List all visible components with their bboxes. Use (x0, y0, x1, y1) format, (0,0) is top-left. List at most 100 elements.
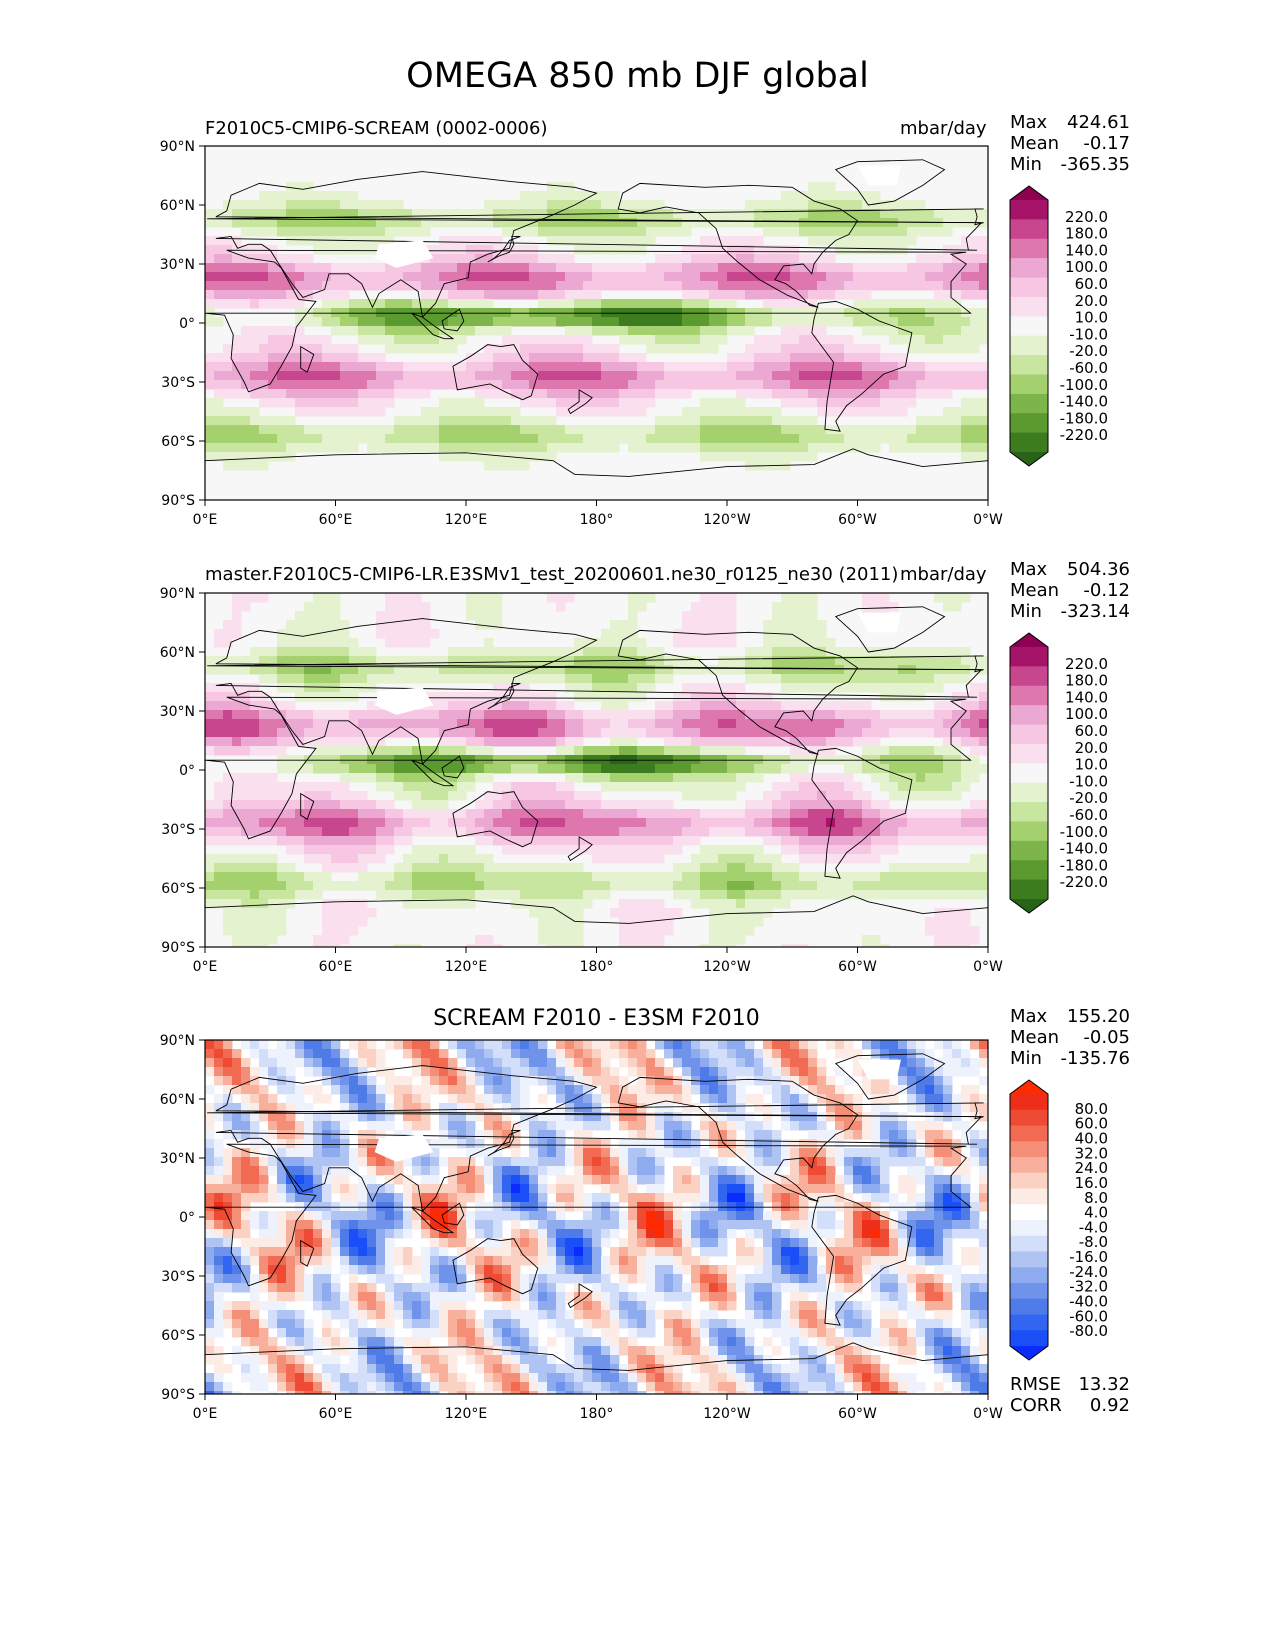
lon-tick-label: 120°E (445, 512, 488, 528)
panel3-max-label: Max (1010, 1006, 1048, 1027)
lat-tick-label: 90°N (160, 139, 195, 155)
colorbar-segment (1010, 393, 1048, 414)
lon-tick-label: 120°E (445, 1406, 488, 1422)
coastline (300, 1239, 315, 1267)
coastline (834, 159, 946, 206)
colorbar-tick-label: -32.0 (1069, 1278, 1108, 1296)
colorbar-tick-label: 60.0 (1075, 1115, 1108, 1133)
map-panel-2: 90°N 60°N 30°N 0° 30°S 60°S 90°S 0°E 60°E 120°E 18… (160, 586, 1003, 975)
lon-tick-label: 60°E (319, 512, 353, 528)
panel2-min-value: -323.14 (1060, 601, 1130, 622)
panel3-mean-value: -0.05 (1083, 1027, 1130, 1048)
field-contours (205, 593, 988, 947)
colorbar-tick-label: 10.0 (1075, 309, 1108, 327)
colorbar-segment (1010, 1188, 1048, 1205)
lat-tick-label: 0° (179, 316, 195, 332)
colorbar-segment (1010, 802, 1048, 822)
panel3-corr-value: 0.92 (1089, 1395, 1130, 1416)
colorbar-segment (1010, 355, 1048, 375)
colorbar-tick-label: 60.0 (1075, 275, 1108, 293)
colorbar-tick-label: 40.0 (1075, 1129, 1108, 1147)
colorbar-tick-label: -60.0 (1069, 1307, 1108, 1325)
panel3-min-label: Min (1010, 1048, 1042, 1069)
panel2-mean-value: -0.12 (1083, 580, 1130, 601)
lat-tick-label: 60°N (160, 645, 195, 661)
lat-tick-label: 90°S (161, 493, 195, 509)
coastline (617, 629, 859, 755)
colorbar-tick-label: -220.0 (1060, 426, 1108, 444)
missing-data (374, 687, 434, 715)
lat-tick-label: 90°S (161, 1387, 195, 1403)
colorbar-segment (1010, 413, 1048, 434)
coastline (411, 1206, 455, 1234)
coastlines (205, 159, 988, 500)
panel2-max-value: 504.36 (1067, 559, 1130, 580)
map-panel-3: 90°N 60°N 30°N 0° 30°S 60°S 90°S 0°E 60°E 120°E 18… (160, 1033, 1003, 1422)
colorbar-extend-min (1010, 452, 1048, 466)
colorbar-tick-label: 180.0 (1065, 672, 1108, 690)
coastline (567, 836, 593, 862)
lat-tick-label: 90°S (161, 940, 195, 956)
map-panel-1: 90°N 60°N 30°N 0° 30°S 60°S 90°S 0°E 60°E 120°E 18… (160, 139, 1003, 528)
lat-tick-label: 30°S (161, 822, 195, 838)
coastline (215, 618, 983, 766)
colorbar-tick-label: 220.0 (1065, 655, 1108, 673)
panel1-min-label: Min (1010, 154, 1042, 175)
coastline (207, 1102, 984, 1120)
coastline (487, 236, 521, 263)
lat-tick-label: 60°N (160, 198, 195, 214)
coastline (567, 1283, 593, 1309)
coastline (215, 1065, 983, 1213)
colorbar-tick-label: -4.0 (1079, 1218, 1108, 1236)
colorbar-segment (1010, 1125, 1048, 1142)
colorbar-segment (1010, 238, 1048, 259)
colorbar-segment (1010, 1298, 1048, 1315)
coastlines (205, 606, 988, 947)
lon-tick-label: 0°E (193, 1406, 218, 1422)
colorbar-tick-label: -140.0 (1060, 840, 1108, 858)
coastline (811, 300, 913, 432)
colorbar-segment (1010, 277, 1048, 298)
panel1-min-value: -365.35 (1060, 154, 1130, 175)
lon-tick-label: 60°W (838, 959, 877, 975)
coastlines (205, 1053, 988, 1394)
panel1-mean-value: -0.17 (1083, 133, 1130, 154)
colorbar-segment (1010, 879, 1048, 900)
colorbar-tick-label: -100.0 (1060, 823, 1108, 841)
colorbar-segment (1010, 685, 1048, 706)
colorbar-tick-label: -180.0 (1060, 409, 1108, 427)
colorbar-tick-label: -10.0 (1069, 325, 1108, 343)
coastline (452, 344, 539, 401)
coastline (205, 1342, 988, 1394)
lon-tick-label: 60°E (319, 1406, 353, 1422)
panel3-corr-label: CORR (1010, 1395, 1062, 1416)
lon-tick-label: 60°W (838, 512, 877, 528)
lat-tick-label: 60°S (161, 881, 195, 897)
coastline (834, 1053, 946, 1100)
lon-tick-label: 120°W (703, 512, 751, 528)
coastline (205, 448, 988, 500)
colorbar-tick-label: 20.0 (1075, 739, 1108, 757)
colorbar-segment (1010, 335, 1048, 356)
colorbar-segment (1010, 1204, 1048, 1221)
lon-tick-label: 180° (580, 512, 614, 528)
figure-title: OMEGA 850 mb DJF global (406, 56, 869, 96)
lon-tick-label: 0°W (973, 512, 1003, 528)
lon-tick-label: 60°W (838, 1406, 877, 1422)
colorbar-segment (1010, 1172, 1048, 1189)
colorbar-tick-label: -16.0 (1069, 1248, 1108, 1266)
colorbar-tick-label: 4.0 (1084, 1204, 1108, 1222)
colorbar-segment (1010, 821, 1048, 842)
colorbar-tick-label: 100.0 (1065, 705, 1108, 723)
colorbar-tick-label: -180.0 (1060, 856, 1108, 874)
panel3-min-value: -135.76 (1060, 1048, 1130, 1069)
colorbar-tick-label: 180.0 (1065, 225, 1108, 243)
lat-tick-label: 60°S (161, 1328, 195, 1344)
missing-data (857, 1059, 901, 1080)
colorbar-extend-max (1010, 633, 1048, 647)
colorbar-segment (1010, 432, 1048, 453)
colorbar-tick-label: -100.0 (1060, 376, 1108, 394)
panel3-rmse-value: 13.32 (1078, 1374, 1130, 1395)
panel3-mean-label: Mean (1010, 1027, 1060, 1048)
colorbar-tick-label: 10.0 (1075, 756, 1108, 774)
